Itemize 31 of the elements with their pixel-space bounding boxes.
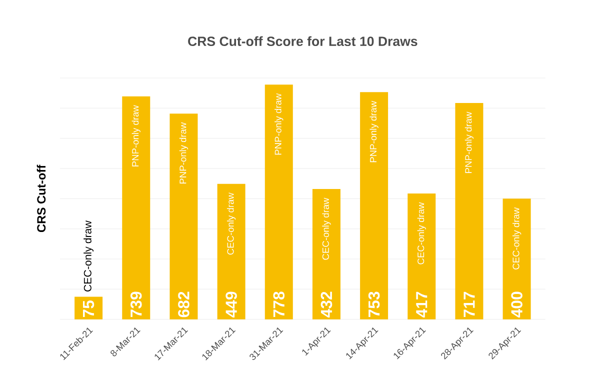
annotation: CEC-only draw [322,198,331,260]
annotation: PNP-only draw [132,105,140,166]
data-label: 717 [464,292,475,318]
bar [170,114,198,320]
data-label: 400 [511,292,522,318]
annotation: CEC-only draw [226,192,236,255]
bar [360,92,388,320]
bar [455,103,484,320]
data-label: 778 [273,292,285,318]
bar [217,184,246,320]
annotation: PNP-only draw [370,100,378,162]
data-label: 449 [226,292,237,318]
data-label: 75 [83,300,94,318]
data-label: 682 [178,292,190,318]
bar [264,84,293,320]
annotation: PNP-only draw [274,93,284,155]
chart-title: CRS Cut-off Score for Last 10 Draws [188,36,418,46]
data-label: 739 [130,292,142,318]
data-label: 753 [368,292,380,318]
bar [122,96,150,320]
bar [502,198,531,320]
annotation: CEC-only draw [417,202,426,264]
bar [312,189,340,320]
annotation: PNP-only draw [179,122,188,184]
data-label: 417 [416,292,428,318]
data-label: 432 [320,292,332,318]
annotation: CEC-only draw [512,207,522,270]
y-axis-title: CRS Cut-off [36,164,46,232]
bar [408,194,436,320]
annotation: CEC-only draw [84,220,94,292]
annotation: PNP-only draw [464,112,474,173]
